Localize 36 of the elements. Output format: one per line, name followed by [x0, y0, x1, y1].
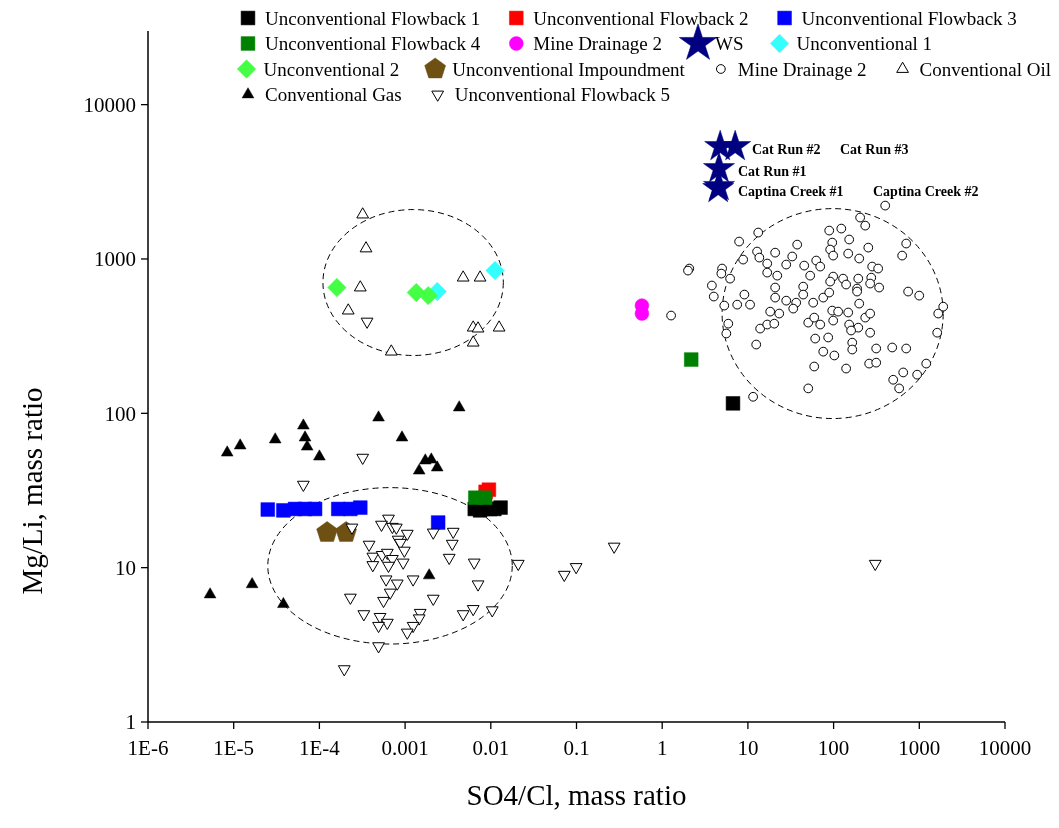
x-tick-label: 10 [737, 736, 759, 760]
annotation: Cat Run #3 [840, 141, 909, 157]
annotation: Cat Run #2 [752, 141, 821, 157]
annotation: Cat Run #1 [738, 163, 807, 179]
y-tick-label: 1 [125, 710, 136, 735]
legend-label: WS [715, 33, 744, 55]
x-tick-label: 1E-5 [213, 736, 255, 760]
y-axis-title: Mg/Li, mass ratio [16, 387, 48, 595]
x-tick-label: 0.001 [381, 736, 429, 760]
x-tick-label: 0.01 [472, 736, 510, 760]
x-axis-title: SO4/Cl, mass ratio [466, 779, 687, 811]
annotation: Captina Creek #1 [738, 183, 844, 199]
x-tick-label: 10000 [978, 736, 1032, 760]
y-tick-label: 10000 [83, 92, 136, 117]
legend-label: Unconventional Flowback 2 [533, 7, 749, 29]
legend-label: Unconventional Flowback 1 [265, 7, 481, 29]
y-tick-label: 10 [115, 556, 136, 581]
legend-label: Conventional Gas [265, 84, 402, 106]
legend-label: Unconventional Flowback 3 [801, 7, 1017, 29]
legend-label: Unconventional 1 [796, 33, 933, 55]
legend-label: Unconventional Flowback 4 [265, 33, 481, 55]
legend-label: Mine Drainage 2 [533, 33, 663, 55]
x-tick-label: 0.1 [563, 736, 590, 760]
x-tick-label: 1000 [898, 736, 941, 760]
legend-label: Mine Drainage 2 [737, 58, 867, 80]
legend-label: Conventional Oil [919, 58, 1051, 80]
x-tick-label: 100 [817, 736, 850, 760]
x-tick-label: 1 [656, 736, 668, 760]
legend-label: Unconventional Flowback 5 [454, 84, 670, 106]
x-tick-label: 1E-6 [127, 736, 169, 760]
annotation: Captina Creek #2 [873, 183, 979, 199]
legend-label: Unconventional 2 [263, 58, 400, 80]
x-tick-label: 1E-4 [298, 736, 341, 760]
y-tick-label: 100 [104, 401, 136, 426]
y-tick-label: 1000 [94, 247, 136, 272]
legend-label: Unconventional Impoundment [452, 58, 686, 80]
